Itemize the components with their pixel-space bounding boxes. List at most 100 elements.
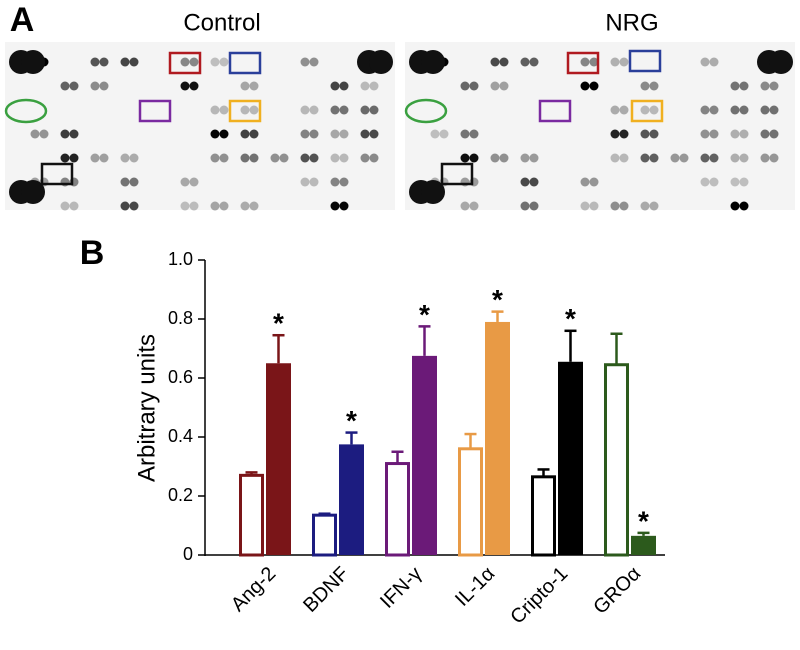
blot-spot <box>520 177 530 187</box>
blot-spot <box>460 129 470 139</box>
blot-spot <box>129 177 139 187</box>
blot-spot <box>189 177 199 187</box>
blot-spot <box>610 105 620 115</box>
blot-spot <box>760 129 770 139</box>
blot-spot <box>529 177 539 187</box>
blot-spot <box>769 105 779 115</box>
blot-spot <box>709 177 719 187</box>
blot-spot <box>120 153 130 163</box>
blot-spot <box>700 153 710 163</box>
blot-spot <box>90 57 100 67</box>
highlight-box <box>630 99 664 123</box>
blot-spot <box>760 153 770 163</box>
blot-spot <box>339 201 349 211</box>
blot-spot <box>649 153 659 163</box>
blot-spot <box>219 129 229 139</box>
blot-spot <box>460 201 470 211</box>
blot-spot <box>469 153 479 163</box>
blot-spot <box>180 57 190 67</box>
x-tick-label: GROα <box>589 563 645 619</box>
blot-spot <box>700 177 710 187</box>
blot-spot <box>619 105 629 115</box>
blot-spot <box>309 57 319 67</box>
blot-spot <box>309 153 319 163</box>
blot-spot <box>490 153 500 163</box>
x-tick-label: Ang-2 <box>227 563 280 616</box>
blot-spot <box>219 201 229 211</box>
y-tick-label: 0.4 <box>168 426 193 446</box>
panel-label: B <box>80 234 105 272</box>
blot-spot <box>649 81 659 91</box>
significance-mark: * <box>346 405 357 436</box>
blot-spot <box>469 81 479 91</box>
blot-spot <box>529 201 539 211</box>
blot-spot <box>769 81 779 91</box>
blot-spot <box>60 81 70 91</box>
y-tick-label: 0.2 <box>168 485 193 505</box>
bar <box>531 475 556 557</box>
blot-spot <box>249 201 259 211</box>
bar <box>339 444 364 555</box>
blot-spot <box>369 105 379 115</box>
blot-spot <box>619 57 629 67</box>
blot-spot <box>339 177 349 187</box>
blot-spot <box>640 81 650 91</box>
blot-spot <box>180 177 190 187</box>
highlight-box <box>228 99 262 123</box>
blot-spot <box>649 129 659 139</box>
highlight-box <box>40 162 74 186</box>
x-tick-label: IL-1α <box>451 563 499 611</box>
blot-spot <box>240 201 250 211</box>
highlight-box <box>566 51 600 75</box>
blot-spot <box>270 153 280 163</box>
blot-spot <box>300 57 310 67</box>
blot-spot <box>580 177 590 187</box>
highlight-box <box>4 98 48 124</box>
blot-spot <box>439 129 449 139</box>
blot-spot <box>330 81 340 91</box>
blot-spot <box>469 201 479 211</box>
blot-spot <box>129 57 139 67</box>
blot-spot <box>129 201 139 211</box>
blot-spot <box>580 57 590 67</box>
blot-spot <box>739 201 749 211</box>
blot-spot <box>219 57 229 67</box>
blot-spot <box>520 201 530 211</box>
blot-spot <box>670 153 680 163</box>
blot-spot <box>219 153 229 163</box>
blot-spot <box>210 129 220 139</box>
blot-spot <box>60 129 70 139</box>
blot-spot <box>649 201 659 211</box>
blot-spot <box>210 57 220 67</box>
blot-spot <box>339 153 349 163</box>
blot-spot <box>99 153 109 163</box>
bar <box>412 355 437 555</box>
blot-spot <box>709 153 719 163</box>
blot-spot <box>619 129 629 139</box>
bar <box>458 447 483 557</box>
blot-spot <box>69 153 79 163</box>
blot-spot <box>709 105 719 115</box>
blot-spot <box>679 153 689 163</box>
blot-spot <box>90 153 100 163</box>
blot-spot <box>240 129 250 139</box>
y-axis-label: Arbitrary units <box>133 334 160 482</box>
blot-spot <box>219 105 229 115</box>
blot-spot <box>739 177 749 187</box>
blot-spot <box>640 105 650 115</box>
blot-spot <box>739 81 749 91</box>
bar <box>239 473 264 557</box>
blot-spot <box>610 153 620 163</box>
blot-spot <box>309 129 319 139</box>
blot-spot <box>490 57 500 67</box>
blot-spot <box>180 81 190 91</box>
blot-spot <box>330 129 340 139</box>
highlight-box <box>138 99 172 123</box>
blot-spot <box>700 129 710 139</box>
blot-spot <box>99 81 109 91</box>
blot-spot <box>189 201 199 211</box>
blot-spot <box>469 129 479 139</box>
blot-spot <box>529 153 539 163</box>
blot-spot <box>739 105 749 115</box>
blot-spot <box>421 180 445 204</box>
